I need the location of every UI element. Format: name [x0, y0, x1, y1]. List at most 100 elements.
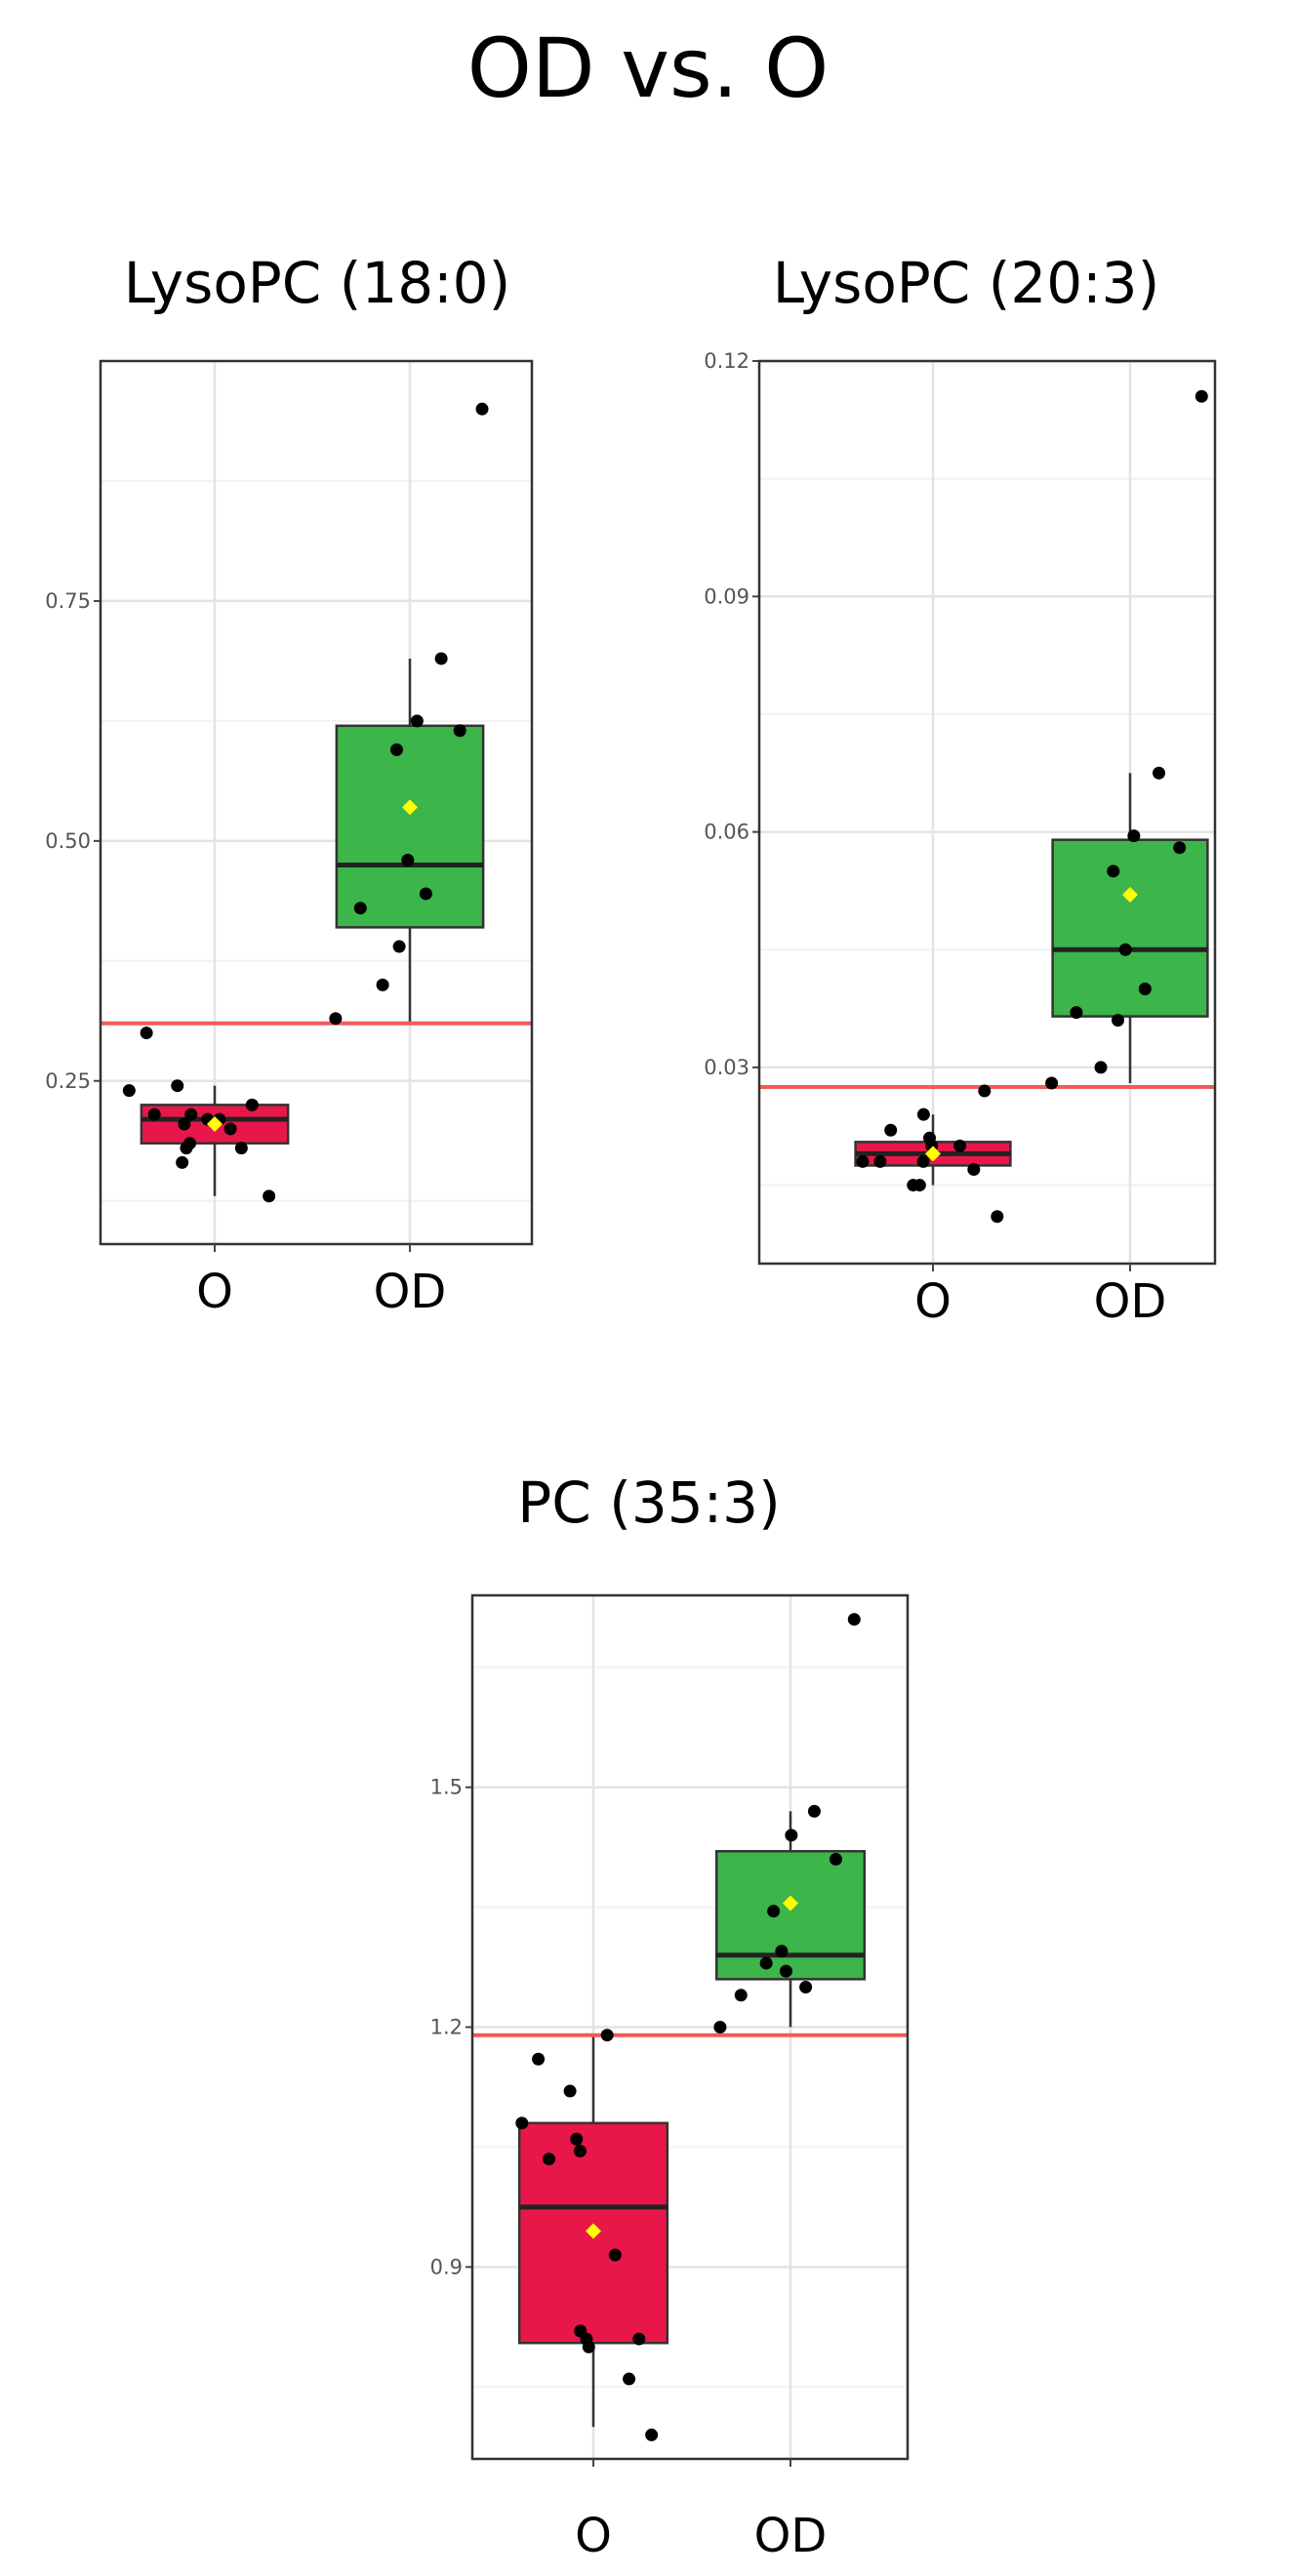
data-point: [830, 1852, 843, 1866]
data-point: [223, 1122, 237, 1136]
data-point: [453, 724, 466, 738]
data-point: [1173, 841, 1187, 855]
data-point: [916, 1107, 930, 1121]
data-point: [1112, 1014, 1125, 1027]
data-point: [953, 1139, 967, 1152]
x-tick-label: OD: [1094, 1274, 1167, 1329]
data-point: [600, 2029, 614, 2042]
data-point: [734, 1989, 748, 2002]
data-point: [434, 652, 448, 665]
x-tick-label: O: [575, 2509, 612, 2563]
chart-title: PC (35:3): [517, 1469, 780, 1536]
data-point: [767, 1905, 781, 1918]
data-point: [532, 2052, 546, 2066]
data-point: [608, 2248, 622, 2262]
chart-svg: LysoPC (18:0) 0.25 0.50 0.75 O OD: [45, 250, 534, 1319]
box-o: [140, 1104, 290, 1145]
chart-svg: PC (35:3) 0.9 1.2 1.5 O OD: [430, 1469, 910, 2563]
data-point: [410, 714, 424, 728]
y-tick-label: 0.03: [704, 1056, 749, 1079]
data-point: [401, 854, 415, 867]
y-tick-label: 0.06: [704, 821, 749, 844]
data-point: [376, 978, 389, 991]
data-point: [234, 1142, 248, 1155]
data-point: [856, 1154, 870, 1168]
data-point: [1153, 766, 1166, 780]
data-point: [912, 1179, 926, 1192]
y-tick-label: 0.9: [430, 2255, 463, 2278]
y-tick-label: 0.50: [45, 829, 91, 853]
data-point: [1070, 1006, 1083, 1020]
chart-lysopc-18-0: LysoPC (18:0) 0.25 0.50 0.75 O OD: [0, 234, 634, 1327]
box-od: [335, 724, 485, 929]
panel-border: [757, 359, 1217, 1266]
y-tick-label: 0.75: [45, 589, 91, 613]
data-point: [392, 940, 406, 953]
data-point: [1195, 389, 1208, 403]
x-tick-label: O: [914, 1274, 952, 1329]
chart-svg: LysoPC (20:3) 0.03 0.06 0.09 0.12 O OD: [704, 250, 1217, 1329]
chart-title: LysoPC (20:3): [773, 250, 1159, 316]
data-point: [171, 1079, 184, 1093]
box-od: [714, 1849, 867, 1981]
mean-marker: [783, 1895, 798, 1912]
y-tick-label: 0.25: [45, 1069, 91, 1093]
data-point: [140, 1026, 153, 1040]
data-point: [991, 1210, 1004, 1224]
data-point: [779, 1964, 792, 1978]
data-point: [799, 1981, 813, 1994]
data-point: [353, 902, 367, 915]
data-point: [632, 2332, 646, 2346]
data-point: [184, 1107, 198, 1121]
data-point: [916, 1154, 930, 1168]
data-point: [978, 1084, 992, 1098]
data-point: [847, 1613, 861, 1627]
data-point: [1094, 1061, 1108, 1074]
data-point: [759, 1956, 773, 1970]
data-point: [563, 2084, 577, 2098]
data-point: [389, 743, 403, 756]
y-tick-label: 0.09: [704, 584, 749, 608]
mean-marker: [1122, 886, 1138, 903]
data-point: [807, 1804, 821, 1818]
data-point: [623, 2372, 636, 2386]
y-tick-label: 1.2: [430, 2016, 463, 2039]
chart-pc-35-3: PC (35:3) 0.9 1.2 1.5 O OD: [332, 1444, 966, 2576]
data-point: [475, 402, 489, 416]
plot-panel: [759, 361, 1215, 1264]
data-point: [183, 1137, 197, 1150]
data-point: [573, 2145, 587, 2158]
mean-marker: [402, 799, 418, 816]
y-tick-label: 0.12: [704, 349, 749, 373]
data-point: [1138, 982, 1152, 995]
data-point: [570, 2132, 584, 2146]
data-point: [713, 2021, 727, 2033]
panel-border: [99, 359, 534, 1246]
box-od: [1051, 838, 1209, 1018]
data-point: [884, 1123, 898, 1137]
mean-marker: [207, 1116, 223, 1133]
data-point: [967, 1162, 981, 1176]
chart-title: LysoPC (18:0): [124, 250, 510, 316]
data-point: [873, 1154, 887, 1168]
mean-marker: [925, 1146, 941, 1162]
data-point: [785, 1829, 798, 1842]
data-point: [147, 1107, 161, 1121]
data-point: [263, 1189, 276, 1203]
y-tick-label: 1.5: [430, 1776, 463, 1799]
data-point: [122, 1084, 136, 1098]
data-point: [1127, 829, 1141, 843]
chart-lysopc-20-3: LysoPC (20:3) 0.03 0.06 0.09 0.12 O OD: [644, 234, 1288, 1329]
data-point: [178, 1117, 191, 1131]
page-title: OD vs. O: [466, 20, 830, 116]
data-point: [515, 2116, 529, 2130]
x-tick-label: O: [196, 1265, 233, 1319]
data-point: [1045, 1076, 1059, 1090]
panel-border: [470, 1593, 910, 2461]
data-point: [582, 2340, 595, 2354]
x-tick-label: OD: [754, 2509, 828, 2563]
data-point: [1107, 865, 1120, 878]
x-tick-label: OD: [374, 1265, 447, 1319]
mean-marker: [586, 2223, 601, 2239]
data-point: [645, 2428, 659, 2441]
